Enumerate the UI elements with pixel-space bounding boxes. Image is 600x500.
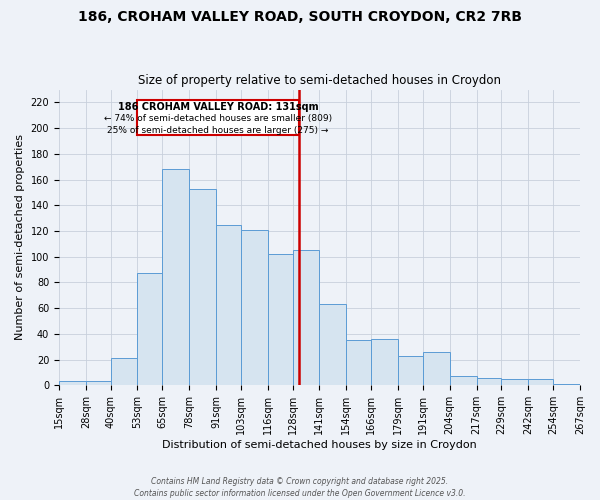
Bar: [268, 254, 293, 386]
Bar: [502, 379, 529, 386]
Text: ← 74% of semi-detached houses are smaller (809): ← 74% of semi-detached houses are smalle…: [104, 114, 332, 123]
X-axis label: Distribution of semi-detached houses by size in Croydon: Distribution of semi-detached houses by …: [162, 440, 477, 450]
Text: 25% of semi-detached houses are larger (275) →: 25% of semi-detached houses are larger (…: [107, 126, 329, 134]
Bar: [423, 352, 450, 386]
Text: 186 CROHAM VALLEY ROAD: 131sqm: 186 CROHAM VALLEY ROAD: 131sqm: [118, 102, 319, 113]
Bar: [137, 274, 162, 386]
Bar: [553, 384, 580, 386]
Bar: [241, 230, 268, 386]
Text: Contains HM Land Registry data © Crown copyright and database right 2025.
Contai: Contains HM Land Registry data © Crown c…: [134, 476, 466, 498]
Bar: [86, 382, 110, 386]
Bar: [162, 170, 189, 386]
Y-axis label: Number of semi-detached properties: Number of semi-detached properties: [15, 134, 25, 340]
Title: Size of property relative to semi-detached houses in Croydon: Size of property relative to semi-detach…: [138, 74, 501, 87]
Bar: [346, 340, 371, 386]
Bar: [293, 250, 319, 386]
Bar: [59, 382, 86, 386]
Bar: [216, 224, 241, 386]
Bar: [398, 356, 423, 386]
Bar: [371, 339, 398, 386]
Bar: [319, 304, 346, 386]
Bar: [529, 379, 553, 386]
Bar: [189, 188, 216, 386]
Bar: [110, 358, 137, 386]
Text: 186, CROHAM VALLEY ROAD, SOUTH CROYDON, CR2 7RB: 186, CROHAM VALLEY ROAD, SOUTH CROYDON, …: [78, 10, 522, 24]
Bar: [450, 376, 476, 386]
Bar: [476, 378, 502, 386]
FancyBboxPatch shape: [137, 100, 299, 134]
